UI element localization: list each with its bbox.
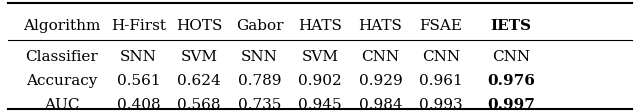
Text: SNN: SNN — [120, 50, 157, 64]
Text: 0.993: 0.993 — [419, 97, 463, 111]
Text: SNN: SNN — [241, 50, 278, 64]
Text: HOTS: HOTS — [176, 19, 222, 33]
Text: 0.961: 0.961 — [419, 73, 463, 87]
Text: HATS: HATS — [298, 19, 342, 33]
Text: CNN: CNN — [362, 50, 399, 64]
Text: 0.902: 0.902 — [298, 73, 342, 87]
Text: SVM: SVM — [180, 50, 218, 64]
Text: Gabor: Gabor — [236, 19, 284, 33]
Text: Accuracy: Accuracy — [26, 73, 98, 87]
Text: Algorithm: Algorithm — [23, 19, 100, 33]
Text: HATS: HATS — [358, 19, 403, 33]
Text: 0.789: 0.789 — [237, 73, 281, 87]
Text: CNN: CNN — [492, 50, 530, 64]
Text: 0.945: 0.945 — [298, 97, 342, 111]
Text: H-First: H-First — [111, 19, 166, 33]
Text: 0.984: 0.984 — [359, 97, 403, 111]
Text: CNN: CNN — [422, 50, 460, 64]
Text: 0.929: 0.929 — [358, 73, 403, 87]
Text: 0.976: 0.976 — [487, 73, 535, 87]
Text: 0.997: 0.997 — [487, 97, 535, 111]
Text: 0.408: 0.408 — [116, 97, 160, 111]
Text: FSAE: FSAE — [420, 19, 463, 33]
Text: 0.561: 0.561 — [116, 73, 160, 87]
Text: IETS: IETS — [491, 19, 532, 33]
Text: AUC: AUC — [44, 97, 79, 111]
Text: SVM: SVM — [301, 50, 339, 64]
Text: 0.568: 0.568 — [177, 97, 221, 111]
Text: Classifier: Classifier — [26, 50, 99, 64]
Text: 0.624: 0.624 — [177, 73, 221, 87]
Text: 0.735: 0.735 — [238, 97, 281, 111]
